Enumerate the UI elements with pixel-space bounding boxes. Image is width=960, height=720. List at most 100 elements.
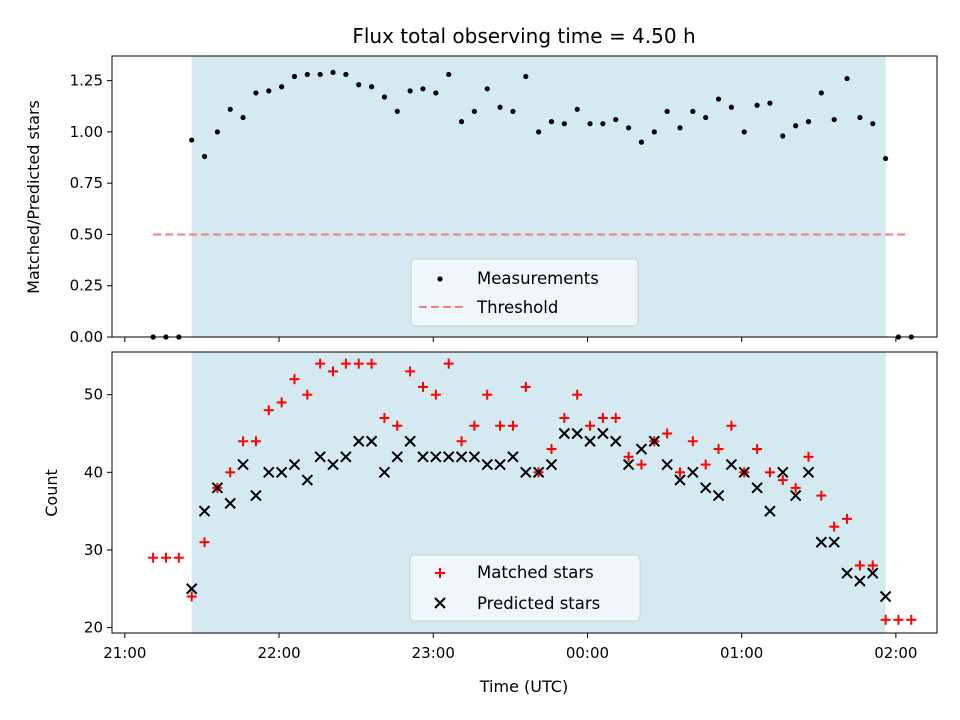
measurement-point (458, 119, 465, 125)
predicted-star-point (648, 435, 660, 447)
matched-star-point (482, 389, 493, 400)
legend-predicted-label: Predicted stars (477, 594, 600, 613)
legend-matched-label: Matched stars (477, 563, 594, 582)
y-tick-label: 30 (84, 541, 103, 559)
x-tick-label: 21:00 (103, 644, 146, 662)
matched-star-point (417, 381, 428, 392)
matched-star-point (379, 412, 390, 423)
matched-star-point (315, 358, 326, 369)
matched-star-point (893, 614, 904, 625)
predicted-star-point (674, 474, 686, 486)
measurement-point (253, 90, 259, 96)
matched-star-point (456, 436, 467, 447)
matched-star-point (636, 459, 647, 470)
measurement-point (484, 86, 490, 92)
measurement-point (780, 133, 786, 139)
measurement-point (703, 114, 709, 121)
predicted-star-point (211, 482, 224, 494)
predicted-star-point (378, 466, 391, 479)
top-legend: Measurements Threshold (410, 258, 639, 327)
predicted-star-point (841, 567, 853, 579)
matched-star-point (546, 444, 557, 455)
matched-star-point (674, 467, 685, 478)
matched-star-point (790, 482, 801, 493)
matched-star-point (842, 513, 853, 524)
predicted-star-point (597, 427, 609, 440)
predicted-star-point (481, 458, 493, 471)
predicted-star-point (365, 435, 378, 447)
measurement-point (613, 116, 619, 123)
y-tick-label: 40 (84, 463, 103, 481)
measurement-point (870, 121, 876, 127)
predicted-star-point (828, 536, 840, 548)
matched-star-point (173, 552, 184, 563)
matched-star-point (700, 459, 711, 470)
predicted-star-point (198, 505, 211, 517)
legend-predicted-marker (434, 597, 446, 609)
matched-star-point (405, 366, 416, 377)
legend-matched-marker (435, 568, 445, 578)
predicted-star-point (764, 505, 776, 517)
matched-star-point (340, 358, 351, 369)
measurement-point (407, 88, 413, 94)
predicted-star-point (661, 458, 673, 471)
matched-star-point (250, 436, 261, 447)
predicted-star-point (879, 590, 892, 603)
measurement-point (394, 108, 400, 114)
measurement-point (343, 71, 349, 78)
matched-star-point (880, 614, 891, 625)
x-tick-label: 02:00 (874, 644, 917, 662)
measurement-point (381, 94, 388, 100)
x-tick-label: 22:00 (257, 644, 300, 662)
measurement-point (882, 155, 889, 162)
x-tick-label: 00:00 (566, 644, 609, 662)
top-panel: 0.00 0.25 0.50 0.75 1.00 1.25 Matched/Predict… (24, 55, 938, 346)
matched-star-point (225, 467, 236, 478)
measurement-point (420, 86, 426, 92)
top-panel-ylabel: Matched/Predicted stars (24, 100, 43, 294)
measurement-point (600, 121, 606, 127)
y-tick-label: 20 (84, 619, 103, 637)
matched-star-point (585, 420, 596, 431)
predicted-star-point (494, 458, 506, 471)
matched-star-point (610, 412, 621, 423)
top-panel-frame (111, 55, 938, 338)
predicted-star-point (687, 466, 699, 479)
matched-star-point (302, 389, 313, 400)
measurement-point (818, 90, 824, 96)
matched-star-point (276, 397, 287, 408)
legend-threshold-label: Threshold (476, 298, 558, 317)
matched-star-point (430, 389, 441, 400)
matched-star-point (662, 428, 673, 439)
legend-measurements-marker (437, 276, 443, 282)
predicted-star-point (250, 489, 262, 502)
measurement-point (651, 129, 657, 135)
matched-star-point (495, 420, 506, 431)
predicted-star-point (263, 466, 275, 479)
y-tick-label: 0.50 (70, 225, 103, 243)
predicted-star-point (777, 466, 789, 479)
measurement-point (356, 82, 362, 88)
measurement-point (548, 119, 555, 125)
predicted-star-point (455, 451, 468, 463)
measurement-point (793, 123, 799, 129)
measurement-point (317, 71, 323, 78)
measurement-point (266, 88, 272, 94)
predicted-star-point (430, 451, 442, 463)
measurement-point (844, 75, 850, 82)
bottom-panel-ylabel: Count (42, 469, 61, 517)
y-tick-label: 1.25 (70, 72, 103, 90)
matched-star-point (867, 560, 878, 571)
measurement-point (638, 139, 645, 145)
predicted-star-point (802, 466, 815, 479)
matched-star-point (816, 490, 827, 501)
matched-star-point (520, 381, 531, 392)
matched-star-point (353, 358, 364, 369)
measurement-point (561, 121, 567, 127)
measurement-point (857, 114, 863, 121)
predicted-star-point (288, 458, 301, 471)
predicted-star-point (725, 458, 738, 471)
matched-star-point (392, 420, 403, 431)
